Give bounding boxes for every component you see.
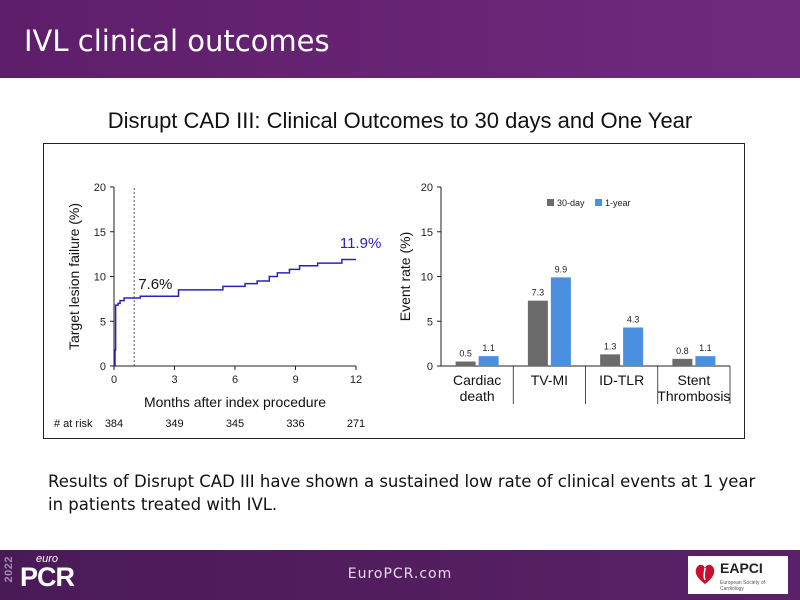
bar-chart-category-label: TV-MI bbox=[531, 372, 568, 388]
eapci-logo: EAPCI European Society of Cardiology bbox=[688, 556, 788, 594]
bar bbox=[455, 361, 476, 366]
bar-data-label: 4.3 bbox=[627, 315, 640, 325]
line-chart-x-tick-label: 0 bbox=[111, 374, 117, 386]
bar-data-label: 7.3 bbox=[532, 288, 545, 298]
bar-data-label: 9.9 bbox=[555, 264, 568, 274]
bar-chart-y-tick-label: 5 bbox=[427, 316, 433, 328]
line-chart-x-tick-label: 6 bbox=[232, 374, 238, 386]
line-chart-series-line bbox=[114, 258, 356, 367]
line-chart-x-tick-label: 3 bbox=[171, 374, 177, 386]
bar-data-label: 1.1 bbox=[699, 343, 712, 353]
heart-icon bbox=[695, 564, 715, 584]
line-chart-x-tick-label: 12 bbox=[350, 374, 362, 386]
header-title: IVL clinical outcomes bbox=[24, 24, 330, 58]
at-risk-value: 384 bbox=[105, 418, 123, 430]
at-risk-label: # at risk bbox=[54, 418, 93, 430]
bar bbox=[527, 300, 548, 366]
bar-chart-category-label: Stent bbox=[678, 372, 711, 388]
footer-brand-top: euro bbox=[36, 553, 59, 565]
eapci-subtitle: European Society of Cardiology bbox=[720, 580, 766, 592]
legend-label: 1-year bbox=[605, 198, 631, 208]
line-chart-annotation: 7.6% bbox=[138, 276, 172, 293]
bar-chart-y-tick-label: 10 bbox=[421, 272, 433, 284]
bar bbox=[550, 277, 571, 366]
at-risk-value: 271 bbox=[347, 418, 365, 430]
footer-url[interactable]: EuroPCR.com bbox=[347, 566, 453, 582]
bar-chart-y-tick-label: 15 bbox=[421, 227, 433, 239]
bar-chart-y-label: Event rate (%) bbox=[397, 232, 413, 321]
line-chart-x-tick-label: 9 bbox=[292, 374, 298, 386]
legend-swatch bbox=[547, 199, 554, 206]
bar bbox=[478, 356, 499, 366]
line-chart-y-tick-label: 15 bbox=[94, 227, 106, 239]
bar-data-label: 0.8 bbox=[676, 346, 689, 356]
bar-data-label: 0.5 bbox=[459, 349, 472, 359]
line-chart-annotation: 11.9% bbox=[340, 235, 381, 252]
charts-svg: 0 5 10 15 20 0 3 6 9 12 Months after index procedu… bbox=[54, 182, 730, 430]
at-risk-value: 345 bbox=[226, 418, 244, 430]
line-chart-y-label: Target lesion failure (%) bbox=[66, 203, 82, 350]
bar bbox=[600, 354, 621, 366]
line-chart-x-label: Months after index procedure bbox=[144, 394, 326, 410]
at-risk-value: 336 bbox=[286, 418, 304, 430]
line-chart-y-tick-label: 20 bbox=[94, 182, 106, 194]
bar-chart-category-label: Cardiac bbox=[453, 372, 501, 388]
legend-label: 30-day bbox=[557, 198, 585, 208]
footer-bar bbox=[0, 550, 800, 600]
line-chart-y-tick-label: 10 bbox=[94, 272, 106, 284]
bar-data-label: 1.1 bbox=[482, 343, 495, 353]
line-chart-y-tick-label: 0 bbox=[100, 361, 106, 373]
bar-data-label: 1.3 bbox=[604, 341, 617, 351]
line-chart-y-tick-label: 5 bbox=[100, 316, 106, 328]
summary-text: Results of Disrupt CAD III have shown a … bbox=[48, 472, 756, 514]
at-risk-value: 349 bbox=[165, 418, 183, 430]
bar-chart-y-tick-label: 0 bbox=[427, 361, 433, 373]
footer-brand-main: PCR bbox=[20, 562, 75, 592]
bar bbox=[623, 327, 644, 366]
eapci-name: EAPCI bbox=[720, 560, 763, 576]
bar-chart-category-label: ID-TLR bbox=[599, 372, 644, 388]
legend-swatch bbox=[595, 199, 602, 206]
header-bar: IVL clinical outcomes bbox=[0, 0, 800, 78]
slide-title: Disrupt CAD III: Clinical Outcomes to 30… bbox=[107, 108, 693, 133]
bar bbox=[672, 358, 693, 366]
bar-chart-category-label: Thrombosis bbox=[657, 388, 730, 404]
chart-panel: 0 5 10 15 20 0 3 6 9 12 Months after index procedu… bbox=[43, 143, 745, 439]
bar-chart-category-label: death bbox=[460, 388, 495, 404]
bar-chart-y-tick-label: 20 bbox=[421, 182, 433, 194]
bar bbox=[695, 356, 716, 366]
